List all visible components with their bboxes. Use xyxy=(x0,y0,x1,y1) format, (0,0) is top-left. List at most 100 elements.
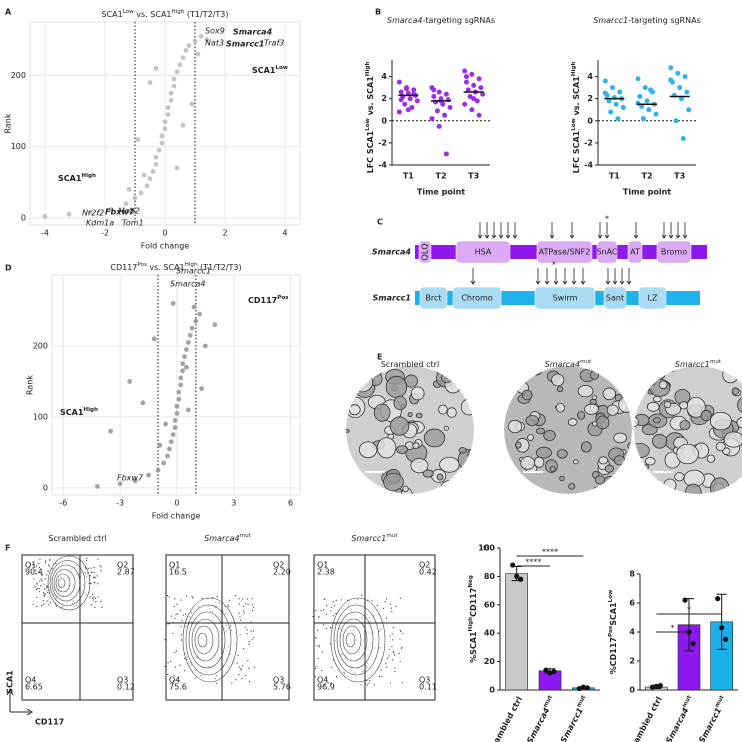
image-title-part: mut xyxy=(580,359,592,365)
y-tick-label: 100 xyxy=(33,412,48,421)
mutation-arrow xyxy=(484,222,490,239)
event-dot xyxy=(389,603,391,605)
quadrant-value: 2.20 xyxy=(273,568,291,577)
organoid xyxy=(625,374,632,381)
event-dot xyxy=(243,647,245,650)
x-tick-label: -4 xyxy=(41,229,49,238)
mutation-arrow xyxy=(633,222,639,239)
event-dot xyxy=(100,566,102,568)
mutation-arrow xyxy=(668,222,674,239)
organoid xyxy=(722,366,739,384)
point xyxy=(608,109,614,115)
event-dot xyxy=(179,664,181,666)
event-dot xyxy=(243,612,245,614)
gene-annotation: Nat3 xyxy=(205,39,224,48)
event-dot xyxy=(316,665,318,668)
flow-title-part: Smarcc1 xyxy=(351,534,386,543)
organoid xyxy=(676,443,699,465)
event-dot xyxy=(36,582,38,584)
mutation-arrow xyxy=(470,268,476,285)
y-tick-label: 0 xyxy=(587,116,593,125)
quadrant-name: Q3 xyxy=(419,676,430,685)
quadrant-value: 16.5 xyxy=(169,568,187,577)
organoid xyxy=(663,401,672,409)
gene-annotation: Fbxw7 xyxy=(105,208,135,217)
event-dot xyxy=(36,605,38,608)
point xyxy=(153,162,159,167)
quadrant-name: Q2 xyxy=(273,561,284,570)
x-tick-label-part: Scrambled ctrl xyxy=(624,695,663,742)
event-dot xyxy=(72,599,74,602)
quadrant-value: 90.4 xyxy=(25,568,43,577)
chart-title-part: Smarcc1 xyxy=(593,16,628,25)
y-tick-label: 2 xyxy=(381,94,387,103)
event-dot xyxy=(349,643,351,645)
point xyxy=(168,90,174,96)
event-dot xyxy=(71,602,73,605)
event-dot xyxy=(235,679,237,681)
event-dot xyxy=(62,583,64,585)
event-dot xyxy=(386,666,388,668)
organoid xyxy=(568,483,576,490)
event-dot xyxy=(320,609,322,612)
organoid xyxy=(573,459,579,465)
x-tick-label-part: Smarca4 xyxy=(525,706,552,742)
event-dot xyxy=(40,585,42,587)
replicate-point xyxy=(719,625,725,631)
point xyxy=(123,201,129,207)
event-dot xyxy=(368,682,370,684)
y-tick-label: 8 xyxy=(629,570,635,579)
mutation-arrow xyxy=(619,268,625,285)
event-dot xyxy=(385,598,388,600)
event-dot xyxy=(332,627,334,629)
x-tick-label-part: Scrambled ctrl xyxy=(485,695,524,742)
event-dot xyxy=(94,582,96,584)
group-label-part: SCA1 xyxy=(58,174,82,183)
image-title: Scrambled ctrl xyxy=(381,360,439,369)
group-label-part: High xyxy=(83,407,98,413)
event-dot xyxy=(206,665,208,667)
event-dot xyxy=(196,618,198,621)
event-dot xyxy=(394,670,396,673)
point xyxy=(414,98,420,104)
event-dot xyxy=(323,608,325,611)
event-dot xyxy=(100,601,102,603)
event-dot xyxy=(93,571,95,574)
mutation-arrow xyxy=(626,268,632,285)
event-dot xyxy=(69,576,71,578)
organoid xyxy=(410,386,425,401)
event-dot xyxy=(343,671,345,674)
organoid xyxy=(615,366,632,374)
chart-title-part: (T1/T2/T3) xyxy=(198,263,242,272)
event-dot xyxy=(238,666,240,668)
organoid xyxy=(567,418,578,426)
organoid xyxy=(737,395,742,415)
point xyxy=(165,112,171,117)
event-dot xyxy=(378,675,380,678)
point xyxy=(178,375,184,381)
event-dot xyxy=(62,605,64,608)
event-dot xyxy=(88,582,90,584)
point xyxy=(174,410,180,416)
bar xyxy=(505,573,528,691)
organoid xyxy=(644,457,656,466)
point xyxy=(678,96,684,102)
organoid xyxy=(407,412,413,418)
event-dot xyxy=(386,657,389,659)
organoid xyxy=(423,428,446,448)
event-dot xyxy=(93,576,95,578)
y-tick-label: 20 xyxy=(484,657,496,666)
y-axis-label-part: SCA1 xyxy=(609,602,618,626)
organoid xyxy=(412,442,420,450)
point xyxy=(168,97,174,103)
replicate-point xyxy=(514,573,520,580)
event-dot xyxy=(216,675,218,677)
image-title-part: Smarca4 xyxy=(545,360,580,369)
event-dot xyxy=(55,563,57,565)
event-dot xyxy=(90,567,92,569)
event-dot xyxy=(47,591,49,594)
event-dot xyxy=(229,625,231,627)
mutation-arrow xyxy=(562,268,568,285)
event-dot xyxy=(185,626,187,628)
event-dot xyxy=(391,633,393,635)
